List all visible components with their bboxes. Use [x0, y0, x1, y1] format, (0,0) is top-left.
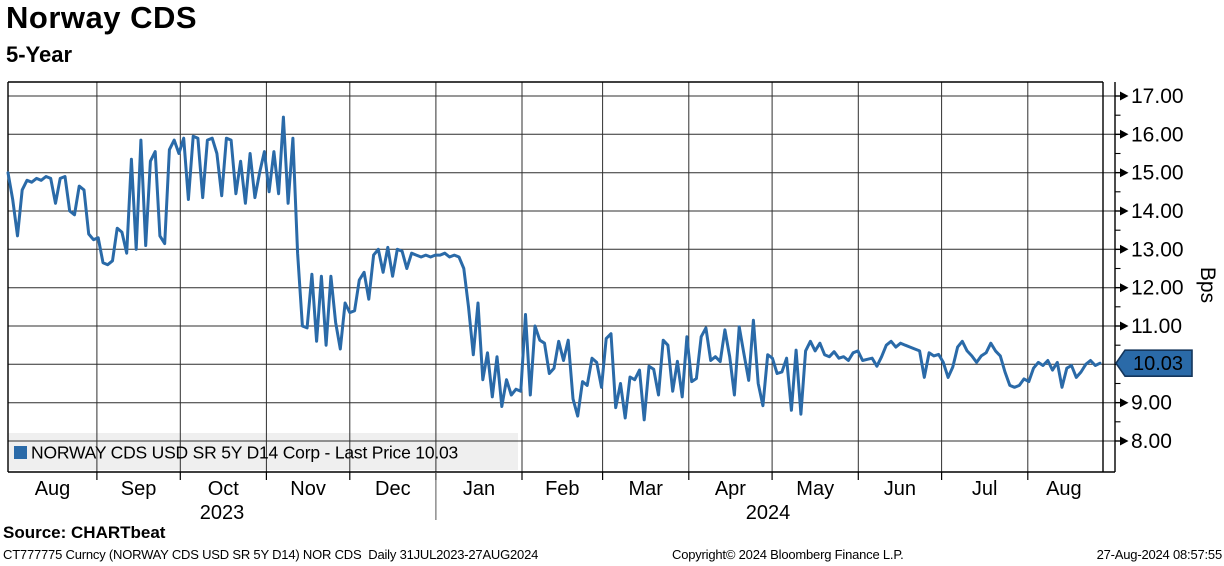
copyright-notice: Copyright© 2024 Bloomberg Finance L.P.: [672, 547, 904, 562]
page-subtitle: 5-Year: [6, 42, 73, 67]
y-tick-arrow: [1120, 129, 1129, 139]
y-tick-arrow: [1120, 436, 1129, 446]
month-label: Aug: [1046, 478, 1082, 500]
axis-ticks: 8.009.0010.0011.0012.0013.0014.0015.0016…: [1115, 85, 1184, 453]
month-label: Mar: [628, 478, 663, 500]
month-label: Feb: [545, 478, 579, 500]
y-tick-label: 14.00: [1131, 200, 1184, 223]
price-series: [6, 115, 1102, 422]
month-label: Jun: [884, 478, 916, 500]
gridlines: [8, 82, 1115, 472]
series-line: [6, 115, 1102, 422]
month-label: Dec: [375, 478, 411, 500]
y-tick-label: 8.00: [1131, 430, 1172, 453]
y-tick-arrow: [1120, 283, 1129, 293]
month-label: Oct: [208, 478, 240, 500]
y-tick-arrow: [1120, 244, 1129, 254]
y-axis-title: Bps: [1196, 267, 1219, 303]
legend-label: NORWAY CDS USD SR 5Y D14 Corp - Last Pri…: [31, 443, 458, 463]
y-tick-arrow: [1120, 91, 1129, 101]
last-price-value: 10.03: [1133, 353, 1183, 375]
cds-price-chart[interactable]: 8.009.0010.0011.0012.0013.0014.0015.0016…: [0, 78, 1224, 526]
y-tick-label: 16.00: [1131, 123, 1184, 146]
page-title: Norway CDS: [6, 0, 198, 35]
plot-area[interactable]: [8, 82, 1103, 472]
y-tick-arrow: [1120, 321, 1129, 331]
month-label: May: [796, 478, 834, 500]
plot-border: [7, 81, 1116, 473]
month-label: Nov: [290, 478, 326, 500]
year-label: 2024: [746, 502, 791, 524]
month-label: Jul: [972, 478, 998, 500]
last-price-flag: [1115, 349, 1193, 377]
security-description: CT777775 Curncy (NORWAY CDS USD SR 5Y D1…: [3, 547, 539, 562]
source-line: Source: CHARTbeat: [3, 523, 166, 542]
timestamp: 27-Aug-2024 08:57:55: [1096, 547, 1223, 562]
y-tick-label: 15.00: [1131, 162, 1184, 185]
y-tick-arrow: [1120, 398, 1129, 408]
x-axis-labels: Aug Sep Oct Nov Dec Jan Feb Mar Apr May Jun Jul Aug 2…: [35, 472, 1082, 524]
y-tick-arrow: [1120, 168, 1129, 178]
y-tick-label: 12.00: [1131, 277, 1184, 300]
month-label: Aug: [35, 478, 71, 500]
y-tick-label: 13.00: [1131, 238, 1184, 261]
y-tick-label: 11.00: [1131, 315, 1182, 338]
legend-series-swatch: [14, 446, 27, 459]
y-tick-arrow: [1120, 206, 1129, 216]
month-label: Jan: [463, 478, 495, 500]
month-label: Sep: [121, 478, 157, 500]
last-price-marker: 10.03: [1115, 349, 1193, 377]
y-tick-label: 9.00: [1131, 392, 1172, 415]
y-tick-label: 17.00: [1131, 85, 1184, 108]
legend-box: [8, 433, 518, 470]
month-label: Apr: [715, 478, 746, 500]
year-label: 2023: [200, 502, 245, 524]
